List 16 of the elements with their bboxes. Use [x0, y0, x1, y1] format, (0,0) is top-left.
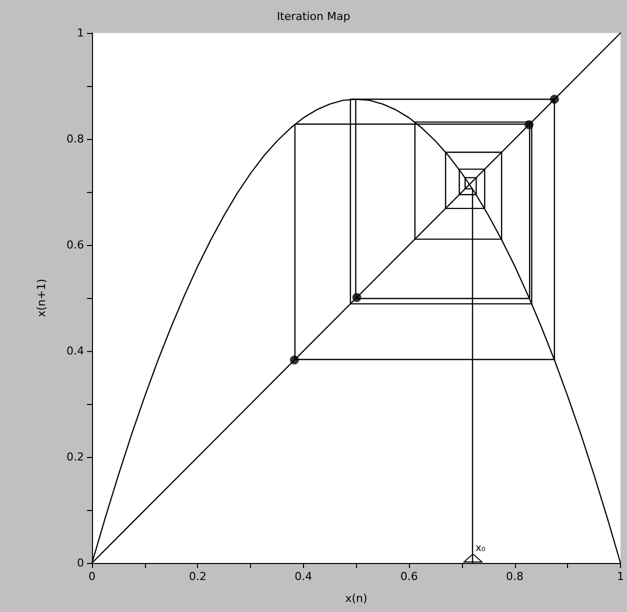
x-tick-label: 0.6 — [400, 570, 418, 583]
y-tick-label: 0 — [77, 556, 84, 570]
x-axis-title: x(n) — [345, 592, 368, 605]
chart-title: Iteration Map — [276, 10, 350, 23]
y-tick-label: 1 — [77, 26, 84, 40]
x-tick-label: 0.4 — [294, 570, 312, 583]
y-tick-label: 0.4 — [66, 344, 84, 358]
annotation: x₀ — [476, 543, 486, 554]
x-tick-label: 1 — [617, 570, 624, 583]
y-tick-label: 0.2 — [66, 450, 84, 464]
y-axis-title: x(n+1) — [35, 278, 48, 318]
y-tick-label: 0.8 — [66, 132, 84, 146]
x-tick-label: 0.2 — [188, 570, 206, 583]
x-tick-label: 0 — [88, 570, 96, 583]
y-tick-label: 0.6 — [66, 238, 84, 252]
x-tick-label: 0.8 — [506, 570, 524, 583]
